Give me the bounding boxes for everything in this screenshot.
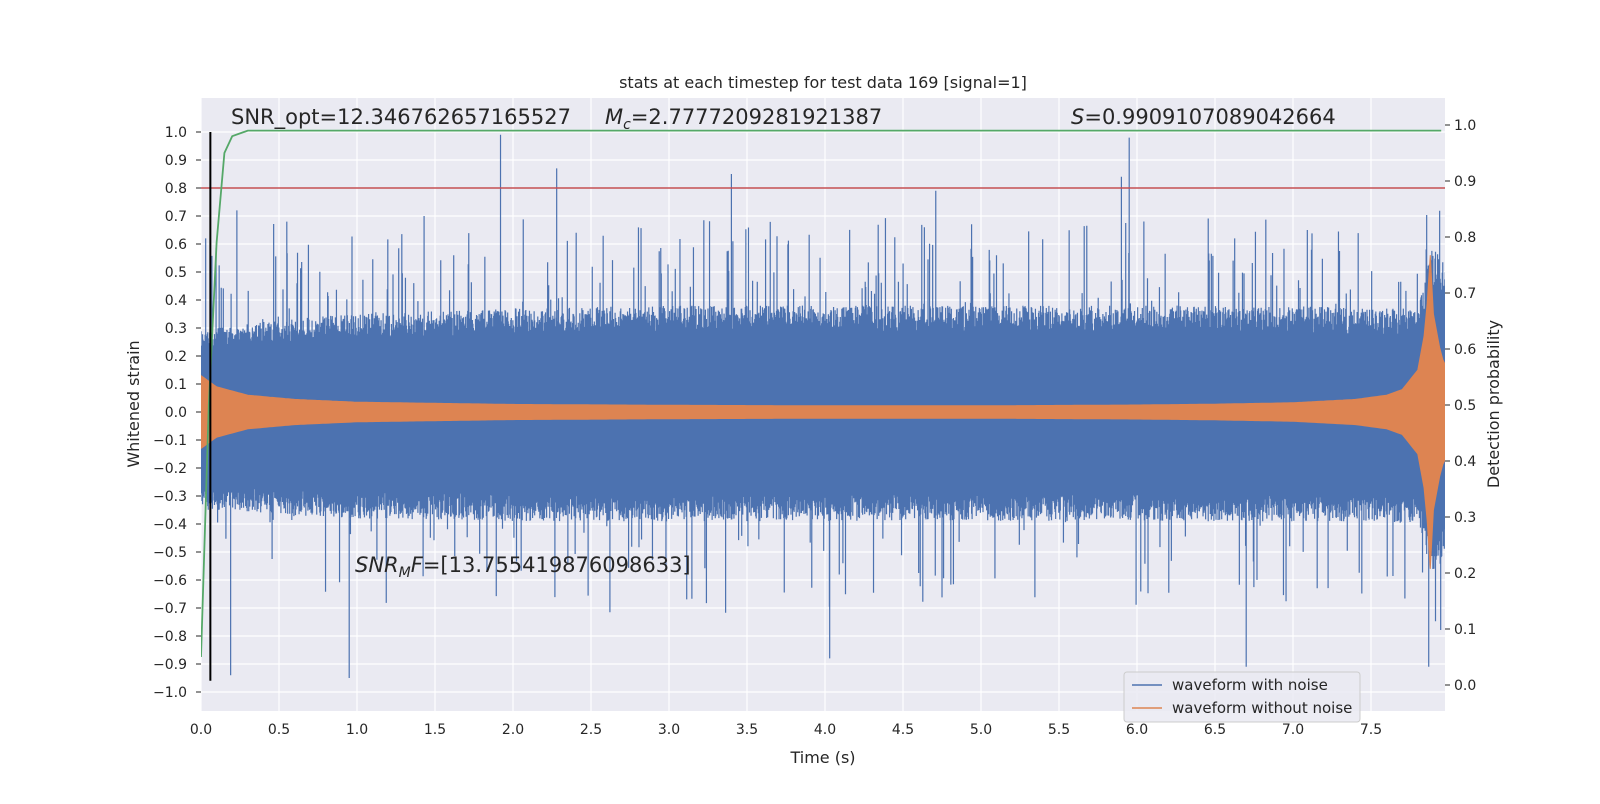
y-axis-right-label: Detection probability [1484, 320, 1503, 488]
y-left-tick-label: −0.3 [153, 489, 187, 505]
x-tick-label: 5.5 [1048, 722, 1070, 738]
y-left-tick-label: −0.5 [153, 545, 187, 561]
y-right-tick-label: 1.0 [1454, 118, 1476, 134]
legend-label-noise: waveform with noise [1172, 676, 1328, 694]
y-left-tick-label: 0.1 [165, 377, 187, 393]
data-layer [201, 129, 1445, 681]
series-waveform-without-noise [201, 255, 1445, 569]
y-left-tick-label: −0.6 [153, 573, 187, 589]
x-tick-label: 7.0 [1282, 722, 1304, 738]
x-tick-label: 3.0 [658, 722, 680, 738]
axes: 0.0 0.5 1.0 1.5 2.0 2.5 3.0 3.5 4.0 4.5 5.0 5.5 6.0 6… [153, 118, 1476, 738]
y-left-tick-label: 0.8 [165, 181, 187, 197]
y-right-tick-label: 0.4 [1454, 454, 1476, 470]
y-left-tick-label: −0.9 [153, 657, 187, 673]
x-tick-label: 0.0 [190, 722, 212, 738]
x-tick-label: 1.0 [346, 722, 368, 738]
x-tick-label: 4.0 [814, 722, 836, 738]
annotation-snr-opt: SNR_opt=12.346762657165527 [231, 105, 571, 130]
y-right-tick-label: 0.6 [1454, 342, 1476, 358]
y-right-tick-label: 0.1 [1454, 622, 1476, 638]
legend: waveform with noise waveform without noi… [1123, 671, 1361, 723]
x-tick-label: 2.5 [580, 722, 602, 738]
y-left-tick-label: 0.0 [165, 405, 187, 421]
x-tick-label: 6.0 [1126, 722, 1148, 738]
y-left-tick-label: 0.4 [165, 293, 187, 309]
y-right-tick-label: 0.0 [1454, 678, 1476, 694]
y-left-tick-label: −0.4 [153, 517, 187, 533]
y-left-tick-label: 0.7 [165, 209, 187, 225]
x-tick-label: 4.5 [892, 722, 914, 738]
x-axis-label: Time (s) [789, 748, 855, 767]
y-left-tick-label: 0.6 [165, 237, 187, 253]
y-left-tick-label: −0.1 [153, 433, 187, 449]
y-right-tick-label: 0.7 [1454, 286, 1476, 302]
legend-label-clean: waveform without noise [1172, 699, 1352, 717]
y-right-tick-label: 0.5 [1454, 398, 1476, 414]
y-left-tick-label: −0.2 [153, 461, 187, 477]
y-left-tick-label: 0.9 [165, 153, 187, 169]
x-tick-label: 2.0 [502, 722, 524, 738]
x-tick-label: 6.5 [1204, 722, 1226, 738]
x-tick-label: 1.5 [424, 722, 446, 738]
y-left-tick-label: 0.5 [165, 265, 187, 281]
y-left-tick-label: 0.3 [165, 321, 187, 337]
y-left-tick-label: −0.8 [153, 629, 187, 645]
y-right-tick-label: 0.2 [1454, 566, 1476, 582]
x-tick-label: 5.0 [970, 722, 992, 738]
x-tick-label: 3.5 [736, 722, 758, 738]
series-detection-probability [201, 129, 1442, 658]
y-left-tick-label: −0.7 [153, 601, 187, 617]
x-tick-label: 0.5 [268, 722, 290, 738]
y-left-tick-label: 1.0 [165, 125, 187, 141]
annotation-s: S=0.9909107089042664 [1071, 105, 1336, 129]
annotation-snr-mf: SNRMF=[13.755419876098633] [355, 553, 691, 581]
legend-box [1123, 671, 1361, 723]
y-right-tick-label: 0.9 [1454, 174, 1476, 190]
y-right-tick-label: 0.8 [1454, 230, 1476, 246]
y-left-tick-label: 0.2 [165, 349, 187, 365]
y-right-tick-label: 0.3 [1454, 510, 1476, 526]
annotation-mc: Mc=2.7777209281921387 [605, 105, 882, 133]
chart-title: stats at each timestep for test data 169… [619, 73, 1027, 92]
y-axis-left-label: Whitened strain [124, 340, 143, 467]
y-left-tick-label: −1.0 [153, 685, 187, 701]
x-tick-label: 7.5 [1360, 722, 1382, 738]
